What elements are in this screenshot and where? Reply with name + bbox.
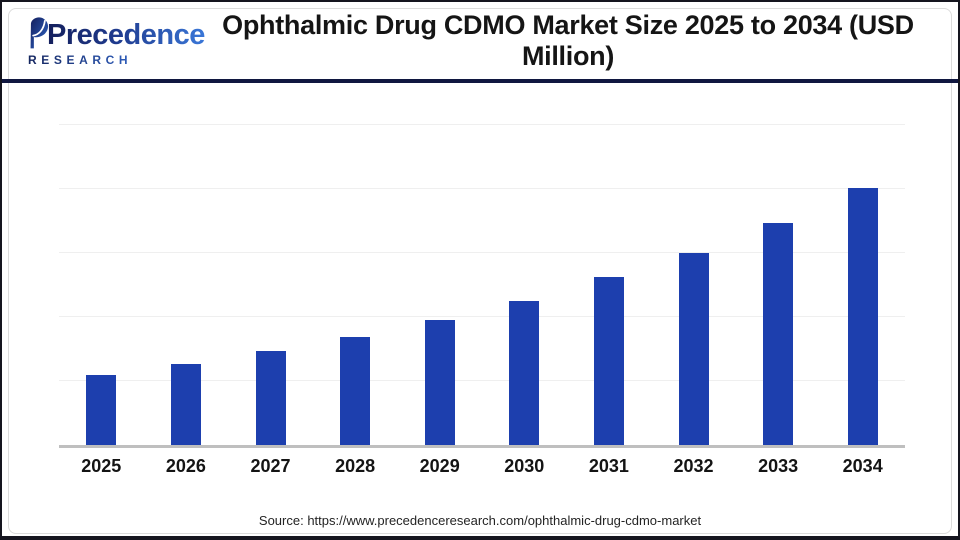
x-axis-label: 2028 <box>335 456 376 476</box>
gridline <box>59 316 905 317</box>
brand-name: Precedence <box>47 19 205 51</box>
bar-2032 <box>678 253 709 445</box>
leaf-icon <box>30 17 49 49</box>
brand-subtitle: RESEARCH <box>28 53 186 67</box>
x-axis-label: 2029 <box>419 456 460 476</box>
bar-2030 <box>509 301 540 445</box>
bar-2031 <box>593 277 624 445</box>
gridline <box>59 380 905 381</box>
bar-2034 <box>847 188 878 445</box>
x-axis-label: 2027 <box>250 456 291 476</box>
bar-2025 <box>86 375 117 445</box>
bar-2026 <box>170 364 201 445</box>
header-divider <box>2 79 958 83</box>
x-axis-label: 2032 <box>673 456 714 476</box>
x-axis-label: 2034 <box>842 456 883 476</box>
header: Precedence RESEARCH Ophthalmic Drug CDMO… <box>2 2 958 79</box>
x-axis-label: 2026 <box>165 456 206 476</box>
x-axis-label: 2031 <box>588 456 629 476</box>
bar-2028 <box>340 337 371 445</box>
page-title: Ophthalmic Drug CDMO Market Size 2025 to… <box>222 9 914 71</box>
bar-2027 <box>255 351 286 445</box>
source-text: Source: https://www.precedenceresearch.c… <box>258 513 702 528</box>
plot-area <box>59 90 905 448</box>
brand-logo: Precedence RESEARCH <box>28 14 205 67</box>
bar-2033 <box>763 223 794 445</box>
gridline <box>59 124 905 125</box>
x-axis-labels: 2025 2026 2027 2028 2029 2030 2031 2032 2033 2034 <box>59 456 905 480</box>
gridline <box>59 188 905 189</box>
bar-2029 <box>424 320 455 445</box>
x-axis-label: 2030 <box>504 456 545 476</box>
x-axis-label: 2025 <box>81 456 122 476</box>
gridline <box>59 252 905 253</box>
x-axis-label: 2033 <box>758 456 799 476</box>
